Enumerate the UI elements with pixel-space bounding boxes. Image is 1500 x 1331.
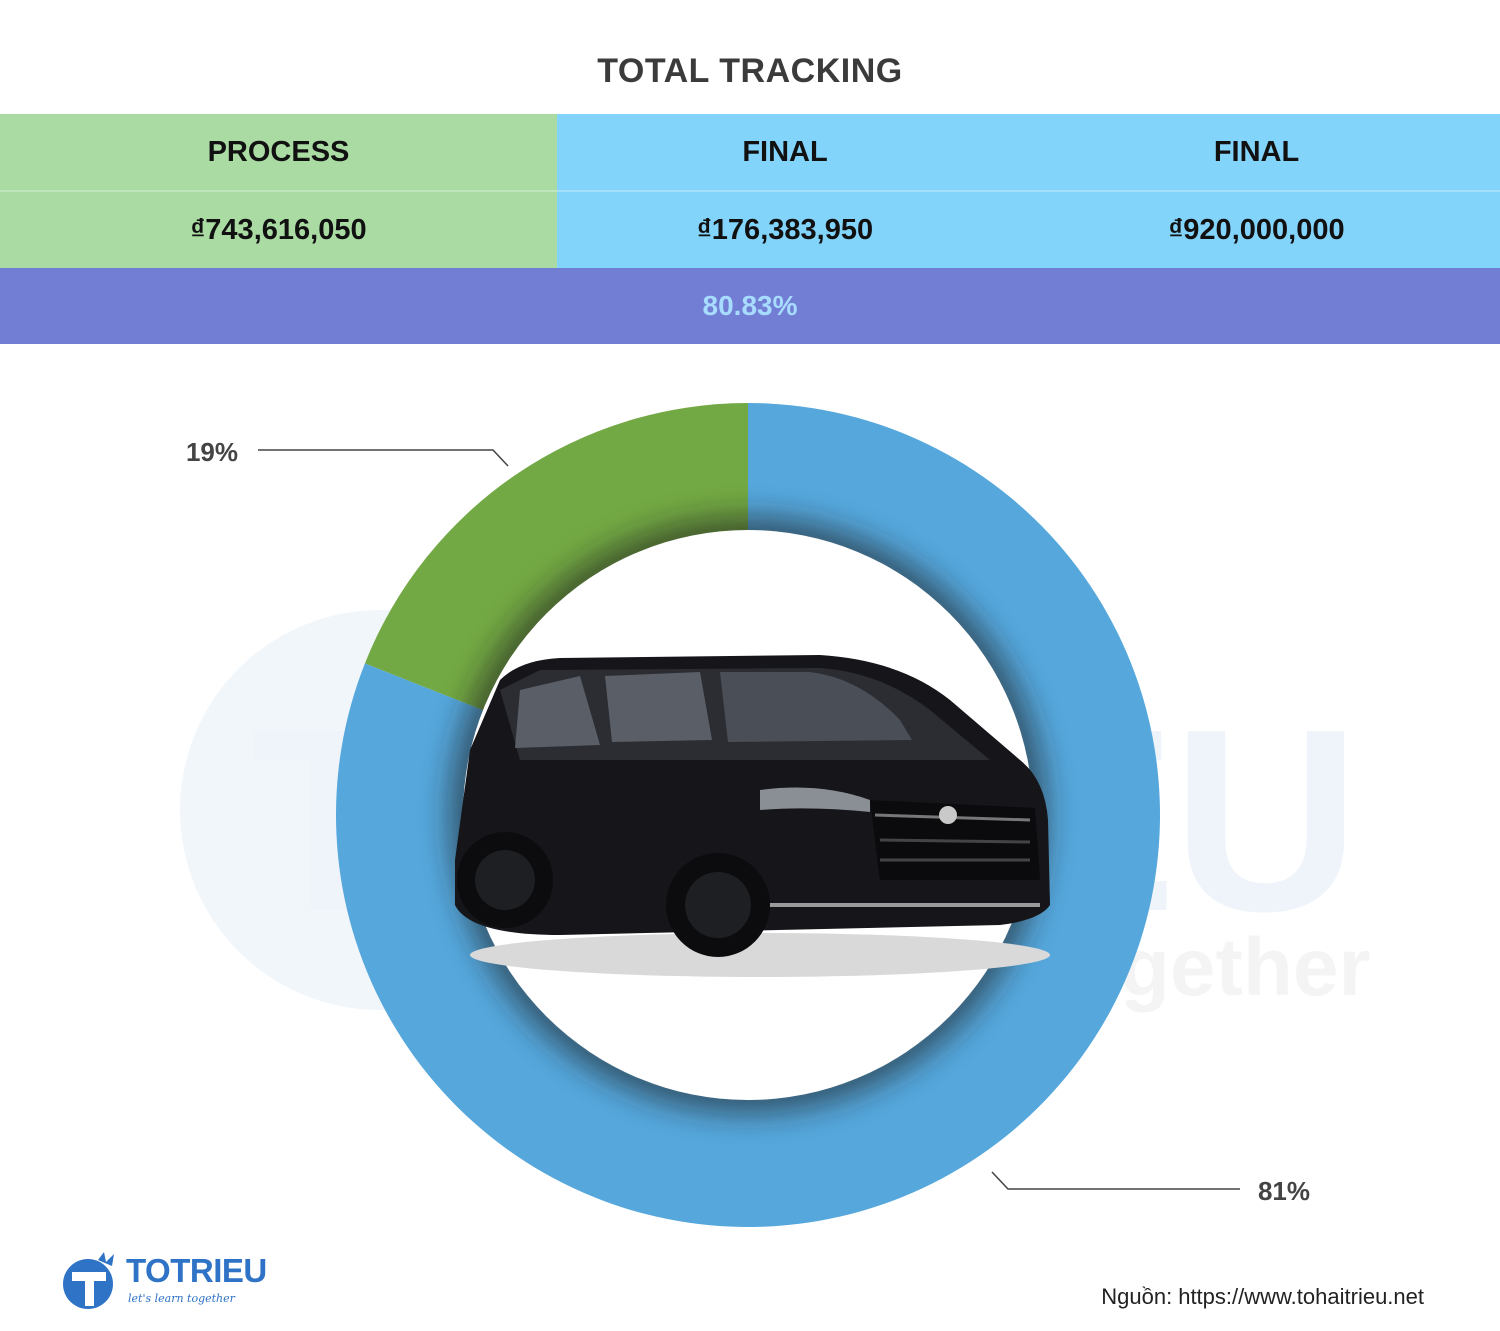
header-final-1: FINAL [557, 114, 1013, 190]
tracking-table: PROCESS FINAL FINAL ₫743,616,050 ₫176,38… [0, 114, 1500, 344]
brand-logo: TOTRIEU let's learn together [58, 1250, 267, 1312]
logo-brand: TOTRIEU [126, 1252, 267, 1289]
logo-tagline: let's learn together [128, 1292, 235, 1305]
source-label: Nguồn: [1101, 1284, 1173, 1309]
source-credit: Nguồn: https://www.tohaitrieu.net [1101, 1284, 1424, 1310]
slice-label-19: 19% [186, 437, 238, 467]
header-process: PROCESS [0, 114, 557, 190]
value-process: ₫743,616,050 [0, 190, 557, 268]
leader-line-19 [258, 449, 509, 467]
percent-bar: 80.83% [0, 268, 1500, 344]
chart-title: TOTAL TRACKING [597, 52, 903, 90]
table-value-row: ₫743,616,050 ₫176,383,950 ₫920,000,000 [0, 190, 1500, 268]
value-final-1: ₫176,383,950 [557, 190, 1013, 268]
source-url[interactable]: https://www.tohaitrieu.net [1178, 1284, 1424, 1309]
value-final-2: ₫920,000,000 [1013, 190, 1500, 268]
header-final-2: FINAL [1013, 114, 1500, 190]
table-header-row: PROCESS FINAL FINAL [0, 114, 1500, 190]
leader-line-81 [991, 1171, 1240, 1190]
slice-label-81: 81% [1258, 1176, 1310, 1206]
logo-icon [63, 1252, 114, 1309]
car-image [455, 655, 1050, 977]
